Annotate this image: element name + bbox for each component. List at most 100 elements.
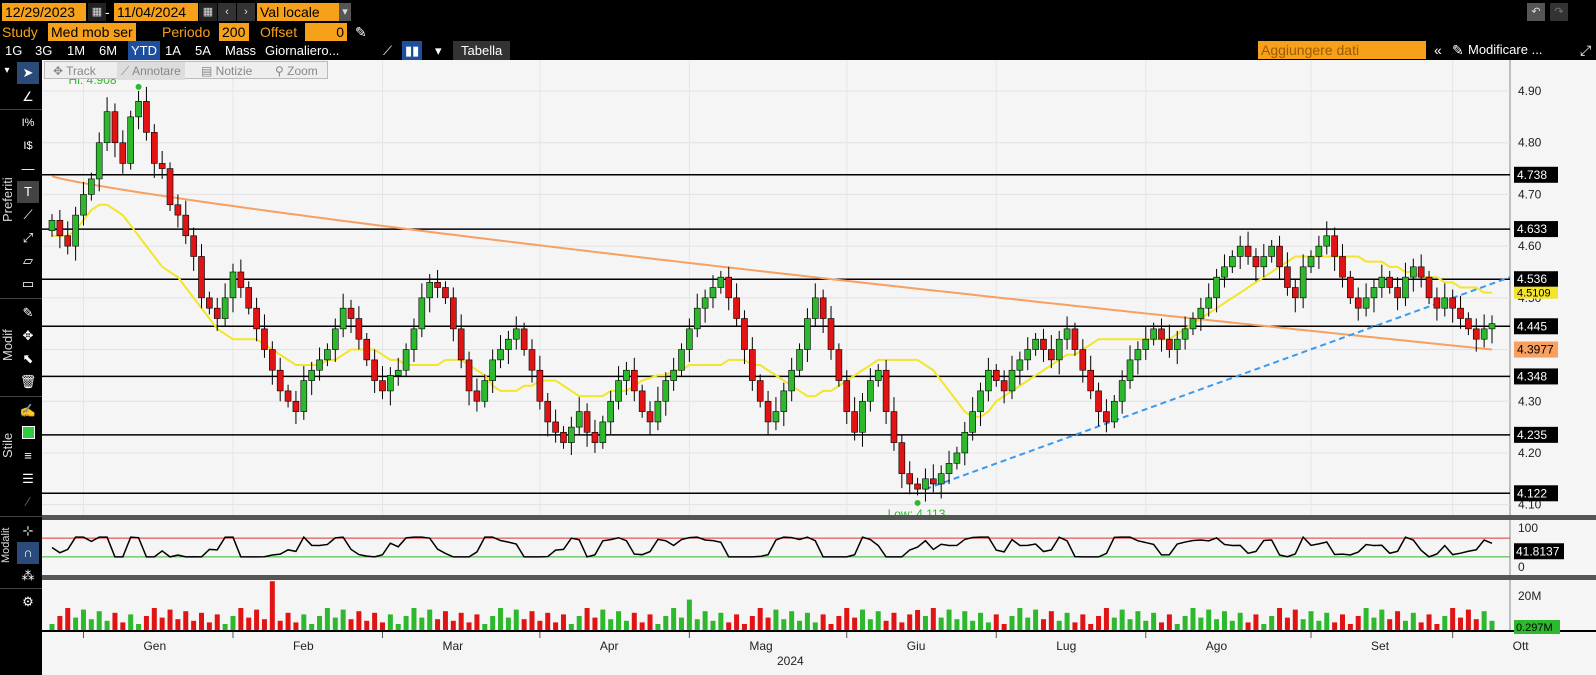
percent-tool-icon[interactable]: I% — [21, 117, 35, 129]
chart-tool-track[interactable]: ✥ Track — [53, 64, 96, 78]
modify-button[interactable]: Modificare ... — [1468, 42, 1543, 57]
candle-up — [1229, 256, 1236, 268]
eraser-icon[interactable]: ⁄ — [26, 494, 30, 509]
candle-down — [465, 359, 473, 392]
candle-up — [1189, 318, 1197, 330]
volume-bar-up — [301, 614, 307, 630]
line-style-icon[interactable]: ☰ — [22, 471, 34, 486]
volume-bar-up — [1229, 620, 1235, 630]
channel-icon[interactable]: ▱ — [23, 253, 33, 268]
volume-bar-up — [1127, 619, 1133, 630]
redo-icon[interactable]: ↷ — [1550, 3, 1568, 21]
volume-bar-up — [1174, 624, 1180, 630]
crosshair-icon[interactable]: ⊹ — [22, 523, 34, 538]
calendar-icon-2[interactable]: ▦ — [199, 3, 217, 21]
start-date-field[interactable]: 12/29/2023 — [2, 3, 86, 21]
chart-tool-zoom[interactable]: ⚲ Zoom — [275, 64, 318, 78]
undo-icon[interactable]: ↶ — [1527, 3, 1545, 21]
ray-icon[interactable]: ⤢ — [22, 230, 34, 245]
x-axis-bg — [42, 632, 1596, 675]
move-icon[interactable]: ✥ — [22, 328, 34, 343]
table-button[interactable]: Tabella — [453, 41, 511, 60]
range-tab-3g[interactable]: 3G — [35, 43, 53, 58]
volume-bar-up — [1308, 611, 1314, 630]
volume-bar-up — [954, 619, 960, 630]
candle-up — [709, 287, 717, 299]
chart-tool-annotare[interactable]: ⟋ Annotare — [117, 62, 185, 80]
volume-bar-down — [458, 612, 464, 630]
candle-up — [127, 116, 134, 164]
candle-chart-icon[interactable]: ▮▮ — [402, 41, 423, 60]
range-tab-1a[interactable]: 1A — [165, 43, 181, 58]
hline-icon[interactable]: — — [21, 161, 35, 176]
edit-icon[interactable]: ✎ — [1452, 42, 1464, 58]
color-swatch-icon[interactable] — [17, 422, 39, 444]
trendline-dashed[interactable] — [925, 276, 1511, 491]
end-date-field[interactable]: 11/04/2024 — [114, 3, 198, 21]
date-dash: - — [105, 4, 110, 20]
price-chart[interactable]: 4.104.204.304.404.504.604.704.804.90GenF… — [42, 60, 1596, 675]
chevron-down-icon[interactable]: ▾ — [339, 3, 351, 21]
volume-bar-down — [631, 612, 637, 630]
candle-down — [630, 369, 638, 392]
candle-down — [1465, 318, 1472, 330]
range-tab-mass[interactable]: Mass — [225, 43, 257, 58]
candle-up — [1370, 287, 1378, 299]
line-chart-icon[interactable]: ⟋ — [383, 43, 393, 58]
collapse-icon[interactable]: « — [1434, 42, 1442, 58]
level-tag — [1514, 271, 1558, 288]
volume-bar-down — [1387, 619, 1393, 630]
select-icon[interactable]: ⬉ — [22, 351, 34, 366]
volume-bar-down — [883, 620, 889, 630]
period-input[interactable]: 200 — [219, 23, 249, 41]
volume-bar-down — [269, 581, 275, 630]
colors-icon[interactable]: ⁂ — [21, 568, 35, 583]
range-tab-6m[interactable]: 6M — [99, 43, 118, 58]
magnet-icon[interactable]: ∩ — [17, 542, 39, 564]
range-tab-5a[interactable]: 5A — [195, 43, 211, 58]
trend-icon[interactable]: ⟋ — [23, 207, 33, 222]
calendar-icon[interactable]: ▦ — [88, 3, 106, 21]
text-tool-icon[interactable]: T — [17, 181, 39, 203]
gear-icon[interactable]: ⚙ — [22, 594, 34, 609]
candle-down — [1394, 287, 1401, 299]
volume-bar-up — [73, 617, 79, 630]
chart-type-chevron-icon[interactable]: ▾ — [435, 43, 442, 58]
panel-divider[interactable] — [42, 515, 1596, 520]
expand-icon[interactable]: ⤢ — [1580, 42, 1592, 58]
volume-bar-up — [1261, 624, 1267, 630]
study-select[interactable]: Med mob ser — [48, 23, 136, 41]
pencil-icon[interactable]: ✎ — [355, 24, 367, 40]
pen-icon[interactable]: ✎ — [22, 305, 34, 320]
candle-up — [1197, 307, 1205, 319]
x-tick-label: Ott — [1513, 639, 1530, 653]
volume-bar-up — [324, 608, 330, 630]
volume-bar-up — [309, 624, 315, 630]
range-tab-giornaliero[interactable]: Giornaliero... — [265, 43, 340, 58]
add-data-input[interactable]: Aggiungere dati — [1258, 41, 1426, 59]
range-tab-ytd[interactable]: YTD — [128, 41, 160, 60]
pointer-icon[interactable]: ➤ — [17, 62, 39, 84]
collapse-arrow-icon[interactable]: ▾ — [4, 65, 10, 76]
chart-tool-notizie[interactable]: ▤ Notizie — [201, 64, 253, 78]
line-draw-icon[interactable]: ∠ — [22, 89, 34, 104]
currency-select[interactable]: Val locale — [257, 3, 339, 21]
prev-arrow-icon[interactable]: ‹ — [218, 3, 236, 21]
panel-divider[interactable] — [42, 575, 1596, 580]
volume-bar-up — [985, 622, 991, 630]
range-tab-1g[interactable]: 1G — [5, 43, 23, 58]
volume-bar-up — [230, 616, 236, 630]
dollar-tool-icon[interactable]: I$ — [23, 140, 33, 152]
shape-icon[interactable]: ▭ — [21, 276, 35, 291]
trash-icon[interactable]: 🗑 — [19, 374, 37, 389]
candle-up — [72, 214, 79, 247]
volume-bar-down — [261, 619, 267, 630]
range-tab-1m[interactable]: 1M — [67, 43, 86, 58]
offset-input[interactable]: 0 — [305, 23, 347, 41]
style-pen-icon[interactable]: ✍ — [19, 403, 37, 418]
volume-bar-down — [167, 609, 173, 630]
next-arrow-icon[interactable]: › — [237, 3, 255, 21]
line-width-icon[interactable]: ≡ — [24, 448, 32, 463]
volume-bar-up — [1111, 617, 1117, 630]
y-tick-label: 4.30 — [1518, 394, 1542, 408]
